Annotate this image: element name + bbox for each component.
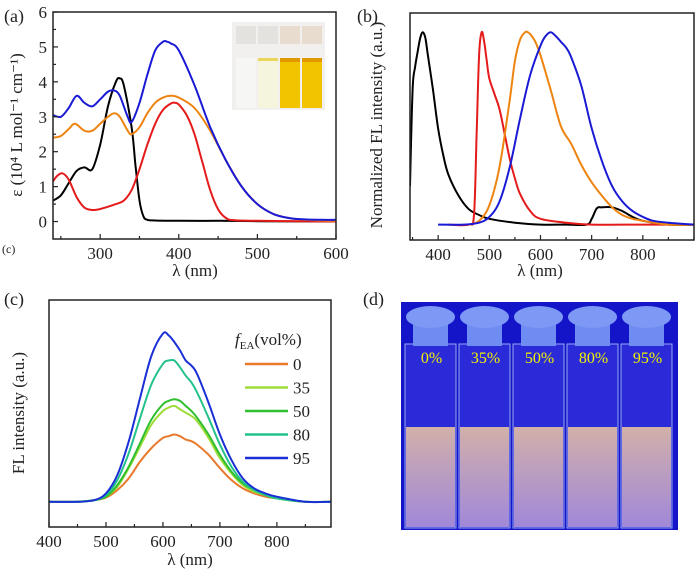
cuvette-label-1: 0%: [421, 350, 442, 367]
cuvette-liquid-4: [302, 58, 322, 108]
x-tick-label-b: 500: [477, 245, 503, 264]
y-axis-label-c: FL intensity (a.u.): [9, 352, 28, 474]
x-tick-label-b: 700: [579, 245, 605, 264]
cuvette-liquid-5: [622, 427, 671, 527]
series-line-c-35: [49, 404, 331, 504]
cuvette-cap-2: [258, 26, 278, 44]
legend-label-35: 35: [293, 379, 310, 398]
legend-label-0: 0: [293, 355, 302, 374]
plot-frame-a: [52, 11, 337, 240]
series-line-a-red: [53, 101, 336, 223]
y-tick-label-a: 1: [39, 178, 48, 197]
y-tick-label-a: 6: [39, 3, 48, 22]
plot-frame-c: [48, 299, 332, 528]
cuvette-liquid-1: [236, 58, 256, 108]
series-line-a-black: [53, 77, 336, 223]
stray-panel-label: (c): [2, 242, 15, 256]
photo-cuvettes-uv: 0% 35% 50% 80% 95%: [401, 302, 678, 530]
series-line-c-0: [49, 433, 331, 504]
cuvette-liquid-4: [568, 427, 617, 527]
cuvette-label-4: 80%: [579, 350, 608, 367]
x-tick-label-a: 600: [323, 244, 349, 263]
panel-label-b: (b): [357, 6, 378, 27]
series-line-c-80: [49, 358, 331, 504]
cuvette-cap-4: [302, 26, 322, 44]
inset-photo-cuvettes: [232, 22, 325, 110]
y-axis-label-a: ε (10⁴ L mol⁻¹ cm⁻¹): [7, 53, 26, 197]
cuvette-liquid-2: [258, 58, 278, 108]
x-tick-label-c: 700: [207, 532, 233, 551]
y-tick-label-a: 4: [39, 73, 48, 92]
cuvette-stopper-cap-4: [568, 306, 617, 328]
x-tick-label-a: 400: [166, 244, 192, 263]
panel-d: (d) 0% 35% 50% 80% 95%: [363, 289, 678, 530]
y-tick-label-a: 3: [39, 108, 48, 127]
series-line-b-black: [410, 31, 694, 227]
x-tick-label-b: 400: [425, 245, 451, 264]
legend-label-50: 50: [293, 402, 310, 421]
cuvette-label-5: 95%: [633, 350, 662, 367]
cuvette-stopper-cap-3: [514, 306, 563, 328]
y-tick-label-a: 0: [39, 213, 48, 232]
series-line-c-95: [49, 331, 331, 504]
x-tick-label-c: 800: [264, 532, 290, 551]
panel-label-d: (d): [363, 289, 384, 310]
cuvette-liquid-2: [460, 427, 509, 527]
panel-c: (c) 400 500 600 700 800 λ (nm) FL intensity …: [4, 289, 332, 569]
panel-b: (b) 400 500 600 700 800 λ (nm) Normalized FL…: [357, 6, 695, 280]
cuvette-stopper-cap-5: [622, 306, 671, 328]
x-tick-label-c: 500: [93, 532, 119, 551]
series-line-b-blue: [438, 31, 694, 226]
x-axis-label-b: λ (nm): [517, 261, 563, 280]
x-axis-label-c: λ (nm): [167, 550, 213, 569]
cuvette-cap-1: [236, 26, 256, 44]
cuvette-liquid-3: [514, 427, 563, 527]
y-tick-label-a: 2: [39, 143, 48, 162]
legend-c: fEA(vol%) 0 35 50 80 95: [235, 330, 310, 468]
y-axis-label-b: Normalized FL intensity (a.u.): [367, 22, 386, 229]
legend-label-95: 95: [293, 449, 310, 468]
cuvette-stopper-cap-2: [460, 306, 509, 328]
cuvette-label-3: 50%: [525, 350, 554, 367]
cuvette-cap-3: [280, 26, 300, 44]
legend-label-80: 80: [293, 426, 310, 445]
series-line-b-red: [448, 30, 694, 227]
x-tick-label-a: 500: [245, 244, 271, 263]
cuvette-label-2: 35%: [471, 350, 500, 367]
plot-frame-b: [409, 12, 695, 241]
series-line-a-blue: [53, 39, 336, 221]
x-tick-label-c: 400: [36, 532, 62, 551]
y-tick-label-a: 5: [39, 38, 48, 57]
panel-label-a: (a): [4, 6, 24, 27]
legend-title: fEA(vol%): [235, 330, 302, 352]
cuvette-liquid-1: [406, 427, 455, 527]
cuvette-liquid-3: [280, 58, 300, 108]
x-tick-label-a: 300: [87, 244, 113, 263]
x-tick-label-b: 600: [528, 245, 554, 264]
x-tick-label-b: 800: [630, 245, 656, 264]
series-line-b-orange: [468, 30, 694, 226]
x-tick-label-c: 600: [150, 532, 176, 551]
panel-a: (a) (c) 300 400 500 600 0 1 2 3 4 5 6 λ (nm) ε (10…: [2, 3, 349, 280]
panel-label-c: (c): [4, 289, 24, 310]
cuvette-stopper-cap-1: [406, 306, 455, 328]
x-axis-label-a: λ (nm): [172, 261, 218, 280]
